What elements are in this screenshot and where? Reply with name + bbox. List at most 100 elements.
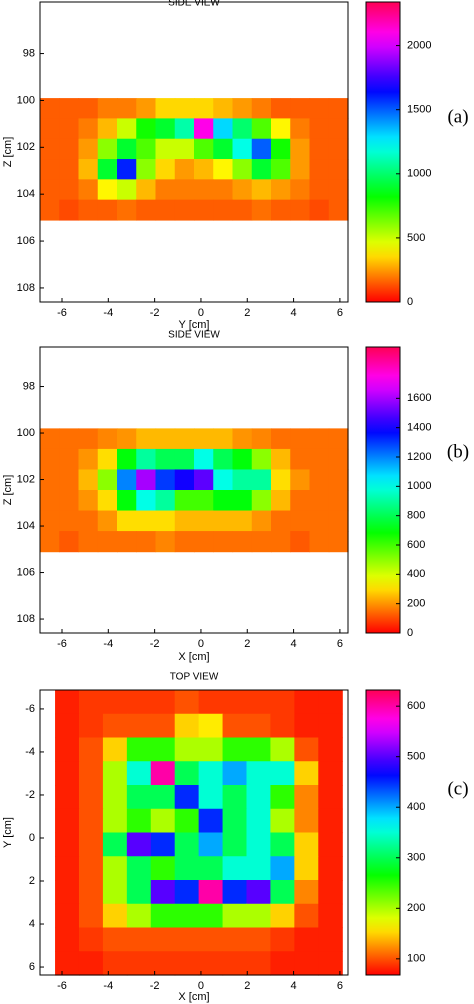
heatmap-cell (251, 531, 272, 553)
heatmap-cell (328, 531, 349, 553)
heatmap-cell (198, 713, 224, 739)
heatmap-cell (328, 118, 349, 140)
y-tick-label: 104 (17, 188, 35, 200)
heatmap-cell (40, 469, 60, 491)
heatmap-cell (294, 903, 319, 929)
heatmap-cell (174, 808, 200, 834)
heatmap-cell (40, 448, 60, 471)
heatmap-cell (318, 785, 343, 810)
heatmap-cell (78, 856, 104, 881)
heatmap-cell (222, 927, 248, 952)
heatmap-cell (97, 98, 118, 120)
heatmap-cell (294, 832, 319, 857)
heatmap-cell (194, 510, 214, 532)
colorbar (365, 346, 401, 634)
heatmap-cell (78, 903, 104, 929)
colorbar-tick-label: 400 (407, 801, 425, 813)
heatmap-cell (318, 761, 343, 786)
heatmap-cell (117, 490, 137, 512)
heatmap-cell (102, 951, 128, 976)
heatmap-cell (309, 448, 330, 471)
plot-frame (39, 346, 349, 634)
heatmap-cell (78, 138, 99, 160)
heatmap-cell (78, 118, 99, 140)
x-tick-label: -2 (150, 980, 160, 992)
x-axis-label: X [cm] (178, 651, 209, 663)
heatmap-cell (150, 690, 176, 715)
heatmap-cell (198, 903, 224, 929)
heatmap-cell (290, 531, 311, 553)
colorbar-tick-label: 200 (407, 902, 425, 914)
heatmap-cell (290, 469, 311, 491)
heatmap-cell (150, 737, 176, 762)
heatmap-cell (102, 785, 128, 810)
heatmap-cell (198, 856, 224, 881)
heatmap-cell (290, 159, 311, 180)
heatmap-cell (194, 490, 214, 512)
y-tick-label: 104 (17, 520, 35, 532)
colorbar-tick-label: 0 (407, 296, 413, 308)
heatmap-cell (174, 159, 195, 180)
heatmap-cell (78, 428, 99, 450)
x-tick-label: -4 (103, 307, 113, 319)
heatmap-cell (270, 690, 295, 715)
heatmap-cell (213, 199, 234, 221)
heatmap-cell (97, 448, 118, 471)
heatmap-cell (117, 179, 137, 201)
heatmap-cell (246, 690, 272, 715)
heatmap-cell (318, 808, 343, 834)
heatmap-cell (55, 903, 80, 929)
heatmap-cell (251, 98, 272, 120)
heatmap-cell (309, 531, 330, 553)
heatmap-cell (55, 856, 80, 881)
heatmap-cell (232, 469, 253, 491)
heatmap-cell (126, 856, 152, 881)
colorbar-tick-label: 1500 (407, 104, 431, 116)
heatmap-cell (309, 159, 330, 180)
heatmap-cell (174, 428, 195, 450)
heatmap-cell (55, 713, 80, 739)
heatmap-cell (328, 448, 349, 471)
heatmap-cell (102, 737, 128, 762)
heatmap-cell (290, 118, 311, 140)
heatmap-cell (213, 179, 234, 201)
heatmap-cell (270, 808, 295, 834)
y-tick-label: 108 (17, 613, 35, 625)
heatmap-cell (222, 903, 248, 929)
heatmap-cell (97, 490, 118, 512)
heatmap-cell (150, 808, 176, 834)
heatmap-cell (222, 713, 248, 739)
heatmap-cell (78, 761, 104, 786)
heatmap-cell (246, 856, 272, 881)
heatmap-cell (294, 951, 319, 976)
heatmap-cell (55, 761, 80, 786)
y-tick-label: 100 (17, 427, 35, 439)
heatmap-cell (194, 448, 214, 471)
heatmap-cell (150, 856, 176, 881)
heatmap-cell (174, 880, 200, 905)
heatmap-cell (246, 808, 272, 834)
heatmap-cell (270, 880, 295, 905)
heatmap-cell (222, 761, 248, 786)
heatmap-cell (232, 448, 253, 471)
heatmap-cell (232, 510, 253, 532)
colorbar-tick-label: 300 (407, 852, 425, 864)
y-axis-label: Z [cm] (2, 137, 14, 168)
chart-title: TOP VIEW (170, 672, 219, 683)
heatmap-cell (59, 469, 80, 491)
heatmap-cell (174, 199, 195, 221)
heatmap-cell (126, 713, 152, 739)
heatmap-cell (174, 690, 200, 715)
heatmap-cell (194, 428, 214, 450)
heatmap-cell (55, 808, 80, 834)
heatmap-cell (117, 159, 137, 180)
colorbar-tick-label: 1000 (407, 480, 431, 492)
heatmap-cell (309, 510, 330, 532)
colorbar-tick-label: 100 (407, 953, 425, 965)
heatmap-cell (251, 118, 272, 140)
heatmap-cell (136, 199, 157, 221)
heatmap-cell (198, 761, 224, 786)
heatmap-cell (174, 510, 195, 532)
heatmap-cell (126, 690, 152, 715)
heatmap-cell (155, 469, 176, 491)
